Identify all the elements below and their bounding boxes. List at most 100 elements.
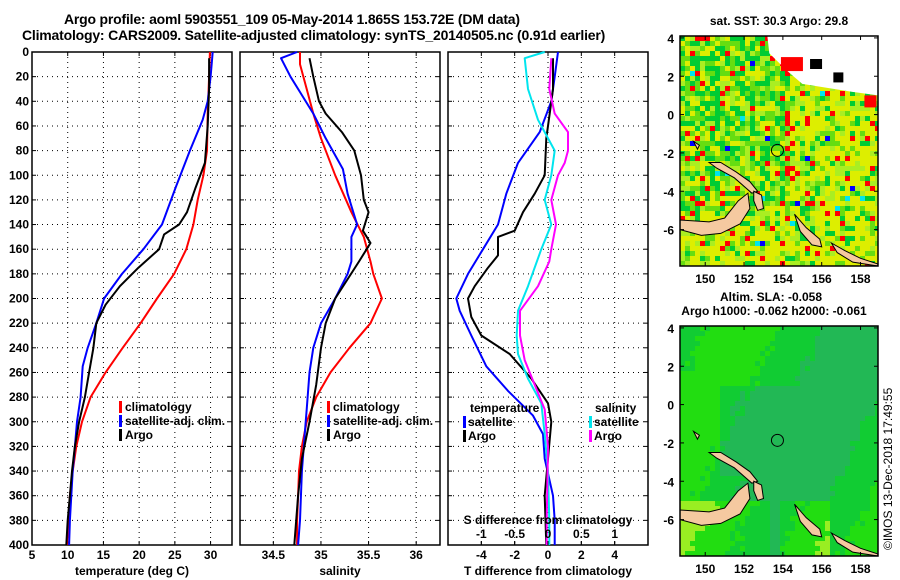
- legend-label-argo: Argo: [333, 428, 361, 442]
- sst-map: 4 2 0 -2 -4 -6 150 152 154 156 158: [663, 32, 879, 286]
- map-y-tick-label: -4: [663, 185, 674, 199]
- x-tick-label: 0: [545, 548, 552, 562]
- legend-swatch-climatology: [119, 401, 122, 413]
- x-tick-label: 35: [314, 548, 328, 562]
- data-cell: [780, 57, 803, 72]
- y-tick-label: 160: [9, 242, 29, 256]
- x-tick-label: 30: [204, 548, 218, 562]
- series-line-salinity-argo: [519, 58, 569, 545]
- map-y-tick-label: 2: [667, 360, 674, 374]
- map-y-tick-label: 0: [667, 399, 674, 413]
- legend-temperature-argo-swatch: [463, 430, 466, 442]
- land-mass: [707, 162, 759, 194]
- map-x-tick-label: 154: [773, 272, 793, 286]
- x-tick-label: 10: [61, 548, 75, 562]
- y-tick-label: 120: [9, 193, 29, 207]
- land-mass: [753, 190, 765, 212]
- temperature-panel: 0 20 40 60 80 100 120 140 160 180 200 220 240 260 280 3…: [9, 45, 233, 562]
- salinity-axis-label: salinity: [319, 564, 361, 578]
- y-tick-label: 40: [16, 94, 30, 108]
- legend-temperature-satellite-swatch: [463, 416, 466, 428]
- map-x-tick-label: 154: [773, 562, 793, 576]
- y-tick-label: 280: [9, 390, 29, 404]
- series-line-temperature-argo: [467, 58, 554, 546]
- y-tick-label: 220: [9, 316, 29, 330]
- map-y-tick-label: 2: [667, 70, 674, 84]
- land-mass: [829, 531, 878, 556]
- legend-salinity-satellite-swatch: [589, 416, 592, 428]
- sla-map-title-2: Argo h1000: -0.062 h2000: -0.061: [681, 304, 867, 318]
- y-tick-label: 60: [16, 119, 30, 133]
- map-field: [680, 36, 878, 266]
- sla-map: 4 2 0 -2 -4 -6 150 152 154 156 158: [663, 322, 879, 576]
- s-tick-label: 0: [545, 527, 552, 541]
- title-line-1: Argo profile: aoml 5903551_109 05-May-20…: [64, 11, 520, 27]
- x-tick-label: -2: [509, 548, 520, 562]
- legend-swatch-satellite: [119, 415, 122, 427]
- series-line-salinity-satellite: [515, 51, 556, 545]
- sla-map-title-1: Altim. SLA: -0.058: [720, 290, 822, 304]
- legend-label-satellite: satellite-adj. clim.: [125, 414, 225, 428]
- profile-location-marker: [770, 433, 784, 447]
- legend-temperature-title: temperature: [470, 401, 540, 415]
- series-line-argo: [65, 58, 211, 546]
- y-tick-label: 20: [16, 70, 30, 84]
- map-x-tick-label: 156: [812, 562, 832, 576]
- sst-map-title: sat. SST: 30.3 Argo: 29.8: [710, 14, 849, 28]
- s-difference-axis-label: S difference from climatology: [464, 513, 633, 527]
- y-tick-label: 140: [9, 218, 29, 232]
- map-field: [680, 326, 878, 556]
- x-tick-label: 36: [410, 548, 424, 562]
- land-mass: [680, 192, 751, 236]
- map-y-tick-label: 0: [667, 109, 674, 123]
- temperature-axis-label: temperature (deg C): [75, 564, 189, 578]
- y-tick-label: 200: [9, 292, 29, 306]
- t-difference-axis-label: T difference from climatology: [464, 564, 632, 578]
- map-x-tick-label: 150: [695, 562, 715, 576]
- s-tick-label: 0.5: [573, 527, 590, 541]
- legend-swatch-argo: [327, 429, 330, 441]
- map-y-tick-label: 4: [667, 32, 674, 46]
- y-tick-label: 380: [9, 513, 29, 527]
- land-mass: [753, 480, 765, 502]
- s-tick-label: -1: [476, 527, 487, 541]
- map-y-tick-label: -6: [663, 224, 674, 238]
- map-frame: [679, 325, 879, 557]
- series-line-climatology: [296, 52, 383, 545]
- legend-swatch-climatology: [327, 401, 330, 413]
- legend-temperature-satellite-label: satellite: [468, 415, 513, 429]
- series-line-satellite-adj-clim-: [280, 51, 359, 546]
- legend-swatch-argo: [119, 429, 122, 441]
- x-tick-label: 25: [168, 548, 182, 562]
- map-x-tick-label: 158: [851, 562, 871, 576]
- map-y-tick-label: -4: [663, 475, 674, 489]
- legend-salinity-argo-swatch: [589, 430, 592, 442]
- land-mass: [707, 452, 759, 484]
- map-x-tick-label: 150: [695, 272, 715, 286]
- map-y-tick-label: -6: [663, 514, 674, 528]
- legend-swatch-satellite: [327, 415, 330, 427]
- legend-salinity-argo-label: Argo: [594, 429, 622, 443]
- land-mass: [692, 139, 701, 151]
- land-mass: [692, 429, 701, 441]
- map-x-tick-label: 158: [851, 272, 871, 286]
- legend-label-satellite: satellite-adj. clim.: [333, 414, 433, 428]
- x-tick-label: 5: [29, 548, 36, 562]
- legend-salinity-title: salinity: [595, 401, 637, 415]
- x-tick-label: 4: [611, 548, 618, 562]
- legend-label-climatology: climatology: [333, 400, 400, 414]
- land-mass: [794, 503, 823, 538]
- x-tick-label: 35.5: [357, 548, 381, 562]
- series-line-argo: [293, 57, 372, 546]
- title-line-2: Climatology: CARS2009. Satellite-adjuste…: [22, 27, 606, 43]
- y-tick-label: 400: [9, 538, 29, 552]
- y-tick-label: 320: [9, 439, 29, 453]
- legend-salinity-satellite-label: satellite: [594, 415, 639, 429]
- map-x-tick-label: 152: [734, 272, 754, 286]
- legend-label-climatology: climatology: [125, 400, 192, 414]
- y-tick-label: 100: [9, 168, 29, 182]
- legend-label-argo: Argo: [125, 428, 153, 442]
- y-tick-label: 300: [9, 415, 29, 429]
